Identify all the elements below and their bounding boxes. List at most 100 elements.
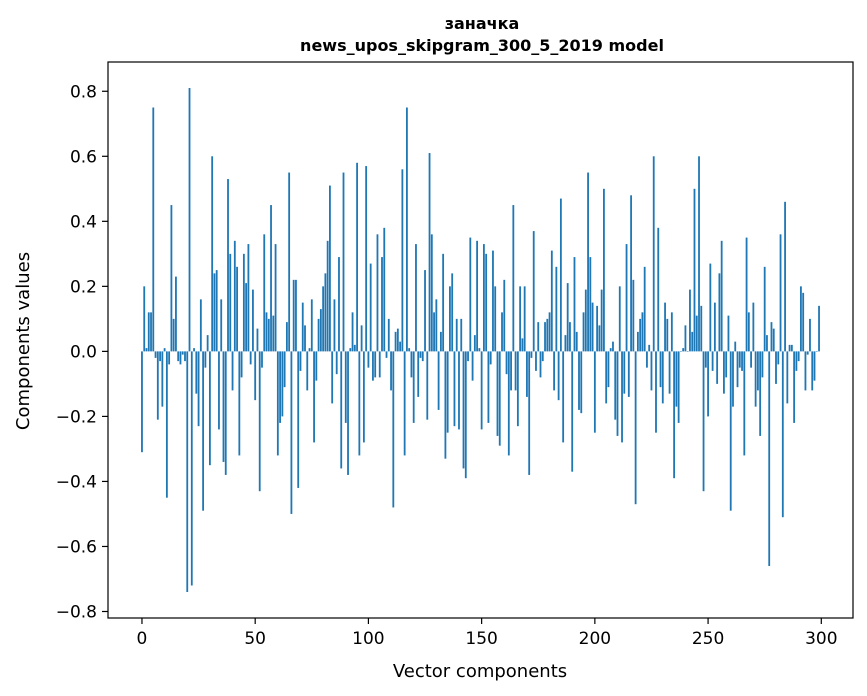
bar <box>458 351 460 430</box>
bar <box>208 351 211 466</box>
bar <box>750 351 752 368</box>
bar <box>356 162 358 352</box>
bar <box>231 351 234 391</box>
bar <box>777 351 780 365</box>
bar <box>288 172 291 352</box>
x-tick-label: 150 <box>465 629 497 649</box>
bar <box>519 286 522 352</box>
bar <box>150 312 152 352</box>
bar <box>521 338 524 352</box>
x-axis-label: Vector components <box>393 661 567 682</box>
bar <box>738 351 741 368</box>
bar <box>383 227 386 352</box>
bar <box>754 351 757 407</box>
bar <box>152 107 155 352</box>
bar <box>301 302 304 352</box>
bar <box>310 299 313 352</box>
bar <box>188 88 191 352</box>
bar <box>723 351 725 394</box>
bar <box>206 335 209 352</box>
bar <box>666 318 669 352</box>
bar <box>471 351 474 381</box>
bar <box>591 302 594 352</box>
bar <box>539 351 542 378</box>
x-tick-label: 50 <box>244 629 266 649</box>
bar <box>374 351 377 378</box>
bar <box>569 322 571 352</box>
bar <box>612 341 614 352</box>
bar <box>790 344 793 352</box>
bar <box>204 351 207 368</box>
bar <box>480 351 483 430</box>
bar <box>435 299 438 352</box>
x-tick-label: 200 <box>579 629 611 649</box>
bar <box>324 273 327 352</box>
bar <box>347 351 349 475</box>
bar <box>376 234 379 352</box>
bar <box>677 351 680 423</box>
bar <box>478 348 481 352</box>
bar <box>510 351 512 391</box>
bar <box>700 305 703 352</box>
bar <box>326 240 329 352</box>
bar <box>707 351 709 417</box>
bar <box>544 322 546 352</box>
bar <box>578 351 580 410</box>
y-tick-label: 0.8 <box>70 82 97 102</box>
bar <box>240 351 243 378</box>
bar <box>181 351 184 355</box>
bar <box>784 201 786 352</box>
bar <box>686 351 689 352</box>
bar <box>365 166 368 352</box>
bar <box>593 351 596 433</box>
bar <box>659 351 662 388</box>
y-tick-label: 0.0 <box>70 342 97 362</box>
bar <box>709 263 712 352</box>
bar <box>815 351 818 352</box>
bar <box>270 205 272 352</box>
bar <box>428 153 431 352</box>
bar <box>727 315 730 352</box>
bar <box>775 351 777 384</box>
bar <box>338 257 340 352</box>
chart-subtitle: news_upos_skipgram_300_5_2019 model <box>300 36 664 55</box>
bar <box>168 351 171 365</box>
bar <box>299 351 302 371</box>
bar <box>473 335 476 352</box>
bar <box>600 289 603 352</box>
bar <box>258 351 261 492</box>
bar <box>732 351 734 407</box>
bar <box>535 351 537 371</box>
bar <box>154 351 157 358</box>
bar <box>358 351 361 456</box>
bar <box>584 289 587 352</box>
bar <box>362 351 365 443</box>
bar <box>736 351 739 388</box>
bar <box>639 318 642 352</box>
bar <box>643 266 646 352</box>
bar <box>247 244 250 352</box>
bars-group <box>141 88 820 592</box>
bar <box>141 351 143 453</box>
bar <box>297 351 300 488</box>
bar <box>485 253 488 352</box>
bar <box>249 351 252 365</box>
bar <box>625 244 628 352</box>
bar <box>410 351 413 378</box>
bar <box>242 253 245 352</box>
bar <box>781 351 784 518</box>
bar <box>469 237 472 352</box>
bar <box>186 351 189 592</box>
bar <box>693 188 696 352</box>
bar <box>367 351 370 368</box>
bar <box>636 331 639 352</box>
bar <box>557 351 560 401</box>
bar <box>541 351 544 362</box>
bar <box>202 351 205 511</box>
bar <box>587 172 589 352</box>
bar <box>403 351 406 456</box>
bar <box>446 351 449 433</box>
bar <box>770 322 773 352</box>
bar <box>725 351 728 378</box>
bar <box>716 351 719 384</box>
